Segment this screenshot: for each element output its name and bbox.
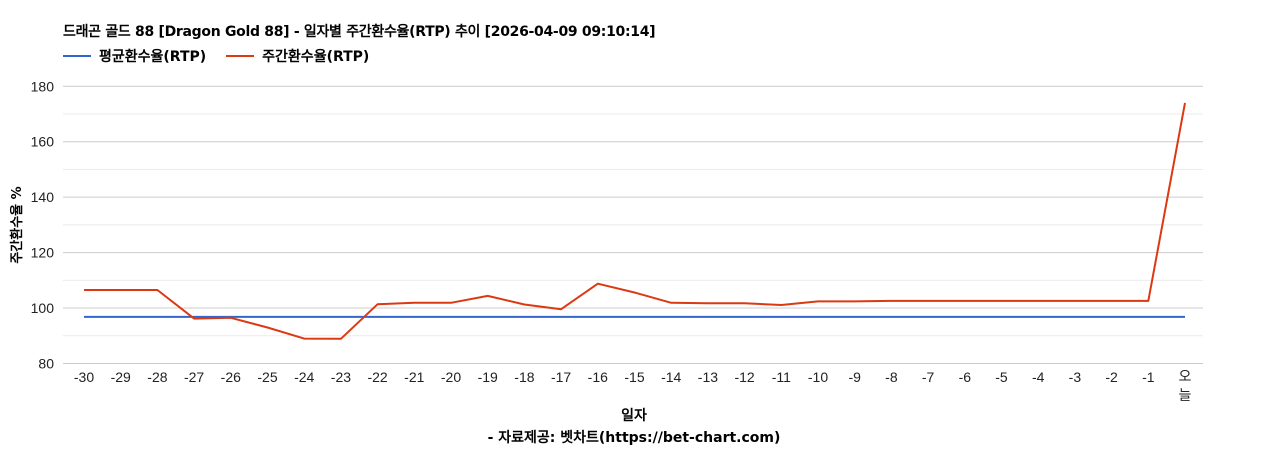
x-tick-label: -21 [404, 369, 424, 385]
y-tick-label: 120 [31, 245, 55, 261]
y-axis-label: 주간환수율 % [10, 186, 25, 264]
x-tick-label: -18 [514, 369, 534, 385]
x-tick-label: 늘 [1179, 388, 1192, 404]
legend-swatch-average [63, 55, 91, 57]
x-tick-label: -8 [885, 369, 898, 385]
x-tick-label: -30 [74, 369, 94, 385]
x-tick-label: -20 [441, 369, 461, 385]
x-tick-label: -28 [147, 369, 167, 385]
x-tick-label: 오 [1179, 369, 1192, 385]
y-tick-label: 80 [38, 356, 54, 372]
chart-title: 드래곤 골드 88 [Dragon Gold 88] - 일자별 주간환수율(R… [63, 24, 656, 40]
x-tick-label: -10 [808, 369, 828, 385]
x-tick-label: -7 [922, 369, 935, 385]
x-tick-label: -16 [588, 369, 608, 385]
x-tick-label: -22 [367, 369, 387, 385]
legend-swatch-weekly [226, 55, 255, 57]
y-tick-label: 180 [31, 78, 55, 94]
legend-label-weekly: 주간환수율(RTP) [262, 49, 370, 65]
legend-label-average: 평균환수율(RTP) [99, 49, 207, 65]
x-tick-label: -11 [772, 369, 791, 385]
legend-item-weekly[interactable]: 주간환수율(RTP) [226, 46, 369, 66]
x-tick-label: -24 [294, 369, 314, 385]
x-tick-label: -1 [1142, 369, 1155, 385]
x-tick-label: -17 [551, 369, 571, 385]
x-tick-label: -14 [661, 369, 681, 385]
x-tick-label: -12 [734, 369, 754, 385]
x-tick-label: -9 [848, 369, 861, 385]
x-tick-label: -3 [1069, 369, 1082, 385]
x-axis-label: 일자 [621, 408, 647, 424]
x-tick-label: -29 [111, 369, 131, 385]
chart-legend: 평균환수율(RTP) 주간환수율(RTP) [63, 46, 389, 66]
x-tick-label: -19 [478, 369, 498, 385]
x-tick-label: -27 [184, 369, 204, 385]
y-tick-label: 140 [31, 189, 55, 205]
x-tick-label: -5 [995, 369, 1008, 385]
y-tick-label: 100 [31, 300, 55, 316]
y-tick-label: 160 [31, 134, 55, 150]
x-tick-label: -26 [221, 369, 241, 385]
x-tick-label: -23 [331, 369, 351, 385]
x-tick-label: -2 [1105, 369, 1118, 385]
x-tick-label: -13 [698, 369, 718, 385]
series-line-weekly-rtp[interactable] [84, 102, 1186, 340]
x-tick-label: -25 [257, 369, 277, 385]
x-tick-label: -4 [1032, 369, 1045, 385]
x-tick-label: -6 [959, 369, 972, 385]
legend-item-average[interactable]: 평균환수율(RTP) [63, 46, 206, 66]
data-source-credit: - 자료제공: 벳차트(https://bet-chart.com) [487, 430, 781, 446]
x-tick-label: -15 [624, 369, 644, 385]
